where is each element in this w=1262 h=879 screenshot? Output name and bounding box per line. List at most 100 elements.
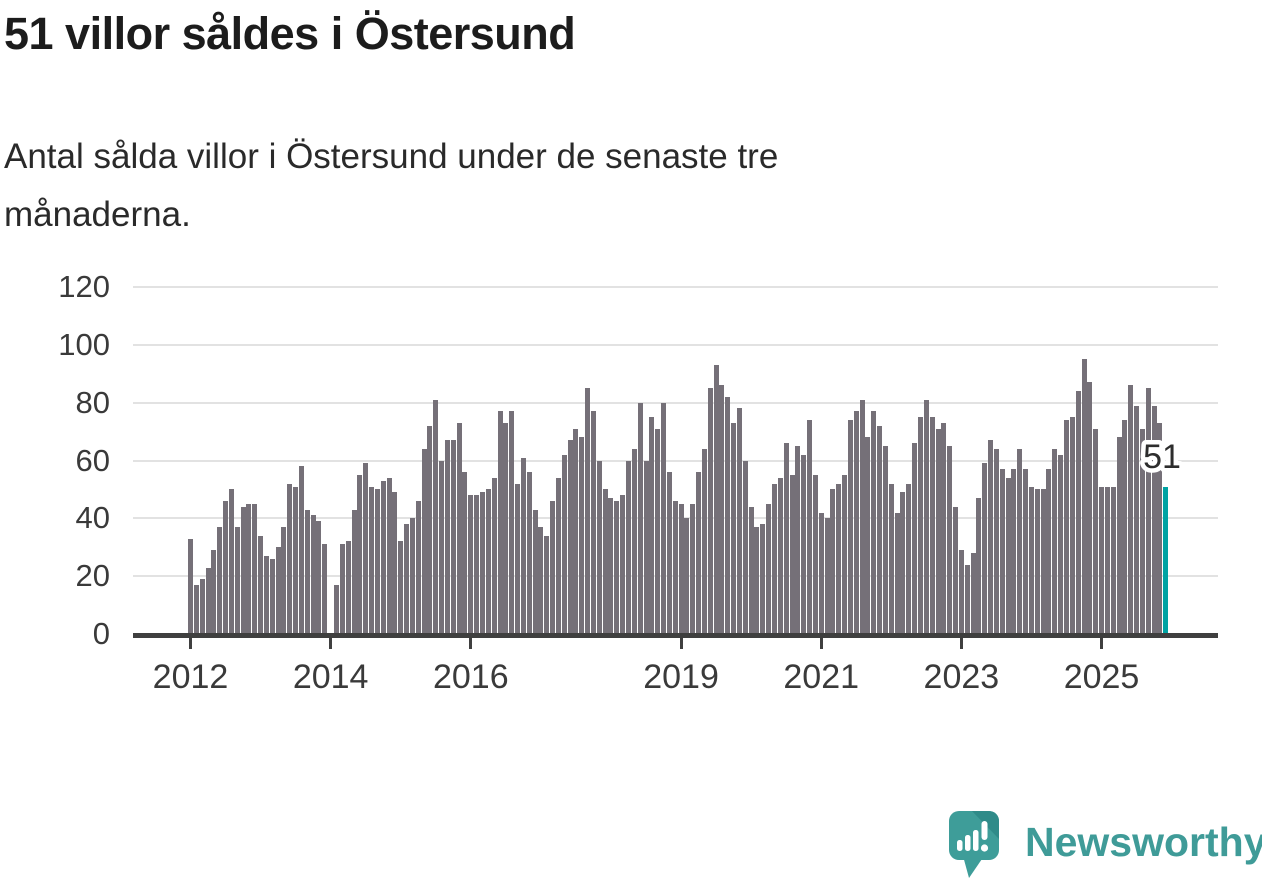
bar <box>993 448 999 634</box>
bar <box>982 463 988 634</box>
bar <box>754 527 760 634</box>
bar <box>585 388 591 634</box>
bar <box>941 422 947 634</box>
bar <box>596 460 602 634</box>
bar <box>193 584 199 634</box>
bar <box>228 489 234 634</box>
y-axis-tick-label: 60 <box>75 442 110 478</box>
bar <box>626 460 631 634</box>
bar <box>369 486 375 634</box>
bar <box>497 411 503 634</box>
bar <box>894 512 900 634</box>
bar <box>661 402 667 634</box>
bar <box>1110 486 1116 634</box>
bar <box>1075 391 1081 634</box>
bar <box>631 448 637 634</box>
bar <box>906 483 912 634</box>
bar <box>1122 420 1128 634</box>
bar <box>1028 486 1034 634</box>
bar <box>409 518 415 634</box>
bar <box>1017 448 1023 634</box>
bar <box>666 472 672 634</box>
bar <box>199 579 205 634</box>
bar <box>877 425 883 634</box>
bar <box>865 437 871 634</box>
bar <box>812 474 818 634</box>
bar <box>1104 486 1110 634</box>
page-title: 51 villor såldes i Östersund <box>4 8 576 59</box>
bar <box>859 399 865 634</box>
bar <box>293 486 299 634</box>
bar <box>649 417 655 634</box>
x-axis-tick <box>959 638 963 649</box>
bar <box>298 466 304 634</box>
bar <box>351 509 357 634</box>
x-axis-tick-label: 2016 <box>432 658 509 696</box>
bar <box>701 448 707 634</box>
bar <box>690 503 696 634</box>
bar <box>550 500 556 634</box>
bar-current-highlighted <box>1163 486 1169 634</box>
x-axis-tick <box>819 638 823 649</box>
bar <box>544 535 550 634</box>
plot-area <box>133 286 1218 634</box>
bar <box>258 535 264 634</box>
brand-footer: Newsworthy <box>948 810 1262 879</box>
bar <box>801 454 807 634</box>
bar <box>526 472 532 634</box>
bar <box>696 472 702 634</box>
bar <box>935 428 941 634</box>
bar <box>1145 388 1151 634</box>
gridline <box>133 401 1218 404</box>
bar <box>976 498 982 634</box>
x-axis-tick-label: 2014 <box>292 658 369 696</box>
bar <box>567 440 573 634</box>
bar <box>386 477 392 634</box>
bar <box>421 448 427 634</box>
bar <box>713 365 719 634</box>
chart-subtitle-line2: månaderna. <box>4 195 191 234</box>
bar <box>999 469 1005 634</box>
bar <box>842 474 848 634</box>
bar <box>444 440 450 634</box>
bar <box>953 506 959 634</box>
bar <box>439 460 445 634</box>
bar <box>217 527 223 634</box>
bar <box>614 500 620 634</box>
bar <box>888 483 894 634</box>
bar <box>532 509 538 634</box>
bar <box>637 402 643 634</box>
x-axis-tick-label: 2019 <box>643 658 719 696</box>
bar <box>725 396 731 634</box>
bar <box>789 474 795 634</box>
bar <box>655 428 661 634</box>
bar <box>515 483 521 634</box>
bar <box>707 388 713 634</box>
bar <box>1151 405 1157 634</box>
bar <box>357 474 363 634</box>
bar <box>929 417 935 634</box>
x-axis-tick-label: 2025 <box>1063 658 1140 696</box>
bar <box>310 515 316 634</box>
bar <box>970 553 976 634</box>
bar <box>830 489 836 634</box>
bar <box>287 483 293 634</box>
bar <box>1099 486 1105 634</box>
bar <box>766 503 772 634</box>
bar <box>836 483 842 634</box>
bar <box>742 460 748 634</box>
current-value-annotation: 51 <box>1139 434 1186 477</box>
bar <box>964 564 970 634</box>
bar <box>392 492 398 634</box>
bar <box>947 446 953 634</box>
y-axis-tick-label: 80 <box>75 384 110 420</box>
bar <box>398 541 404 634</box>
bar <box>509 411 515 634</box>
bar <box>1157 422 1163 634</box>
bar <box>240 506 246 634</box>
bar <box>1139 428 1145 634</box>
y-axis-tick-label: 100 <box>58 326 110 362</box>
gridline <box>133 343 1218 346</box>
bar <box>246 503 252 634</box>
bar <box>602 489 608 634</box>
